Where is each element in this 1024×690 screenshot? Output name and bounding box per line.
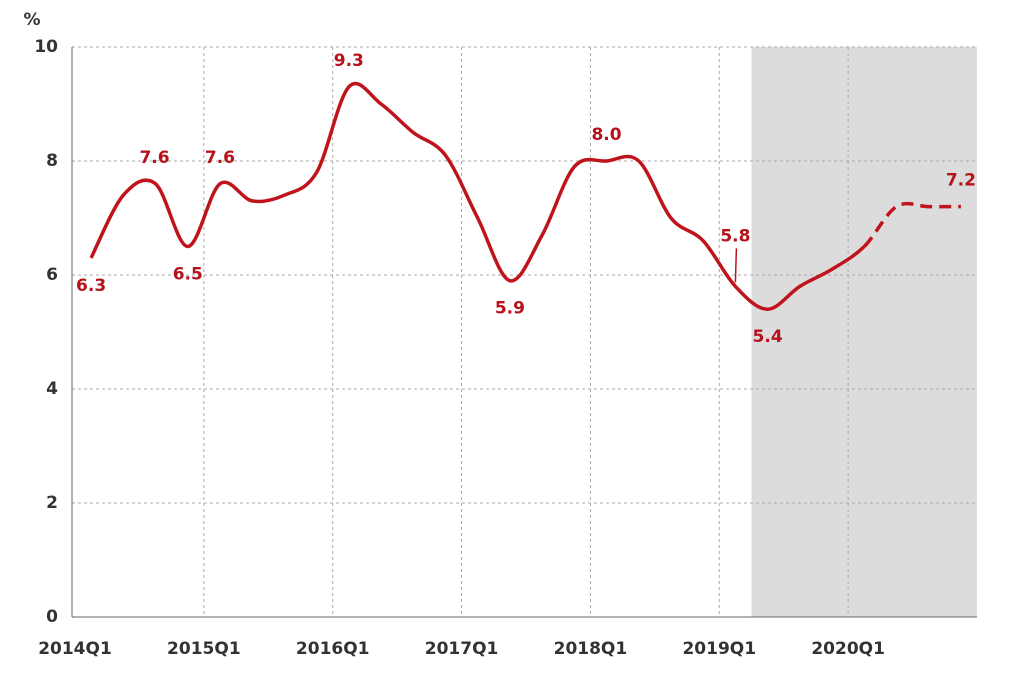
y-tick-label: 0 — [46, 607, 58, 627]
leader-line — [734, 248, 738, 283]
x-tick-label: 2017Q1 — [425, 639, 499, 659]
x-tick-label: 2020Q1 — [811, 639, 885, 659]
line-forecast — [862, 201, 961, 248]
data-label: 7.6 — [205, 148, 235, 168]
data-label: 5.4 — [753, 327, 783, 347]
data-label: 8.0 — [591, 125, 621, 145]
y-tick-label: 6 — [46, 265, 58, 285]
data-label: 6.3 — [76, 276, 106, 296]
data-label: 9.3 — [334, 51, 364, 71]
data-label: 5.8 — [720, 226, 750, 246]
x-tick-label: 2016Q1 — [296, 639, 370, 659]
data-label: 5.9 — [495, 299, 525, 319]
x-tick-label: 2019Q1 — [682, 639, 756, 659]
x-tick-label: 2015Q1 — [167, 639, 241, 659]
data-label: 7.2 — [946, 171, 976, 191]
y-tick-label: 8 — [46, 151, 58, 171]
y-tick-label: 4 — [46, 379, 58, 399]
data-label: 6.5 — [173, 265, 203, 285]
x-tick-label: 2018Q1 — [554, 639, 628, 659]
forecast-shade — [751, 47, 977, 617]
y-unit: % — [23, 10, 40, 30]
x-tick-label: 2014Q1 — [38, 639, 112, 659]
line-actual — [89, 81, 866, 311]
y-tick-label: 2 — [46, 493, 58, 513]
data-label: 7.6 — [139, 148, 169, 168]
y-tick-label: 10 — [34, 37, 58, 57]
